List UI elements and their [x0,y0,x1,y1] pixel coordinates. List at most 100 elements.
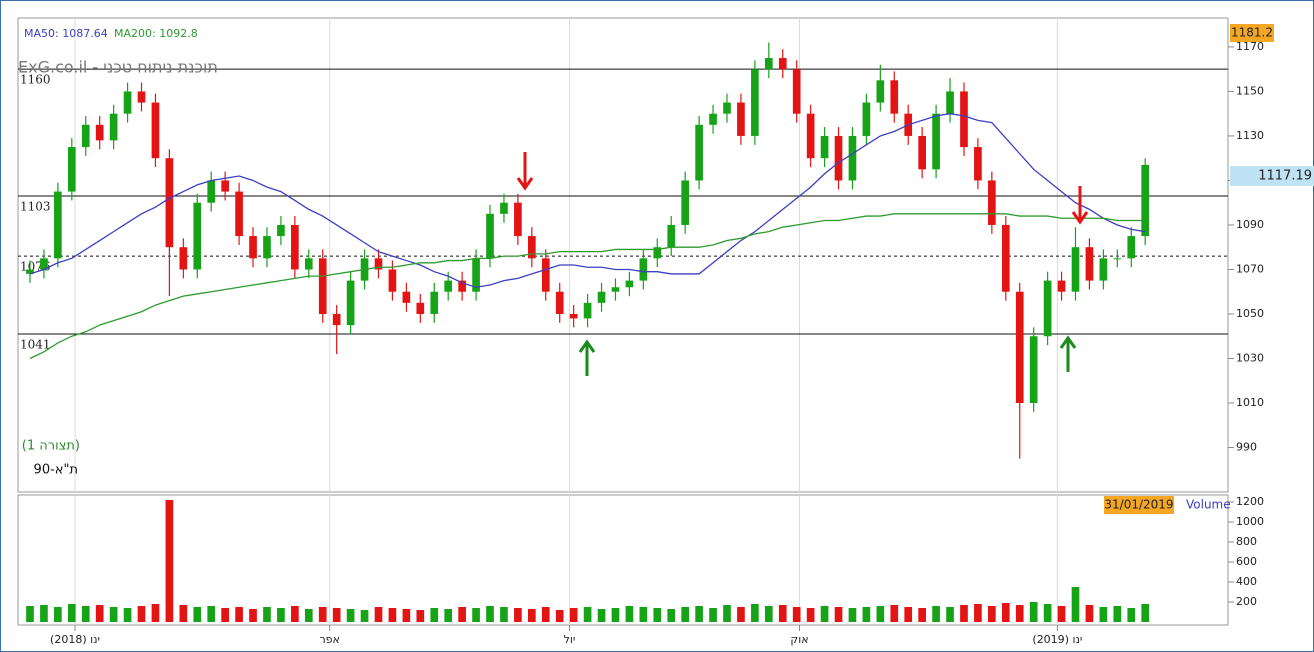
candle-body [778,58,787,70]
candle-body [179,247,188,270]
volume-bar [40,605,48,622]
volume-bar [416,610,425,622]
volume-bar [500,607,508,622]
volume-bar [486,606,494,622]
candle-body [597,291,606,303]
candle-body [1099,258,1108,281]
volume-bar [1043,604,1052,622]
candle-body [611,287,620,292]
volume-bar [54,607,62,622]
candle-body [792,69,801,114]
candle-body [806,113,815,159]
moving-average-line [29,113,1146,288]
x-tick-label: ינו (2019) [1032,633,1082,646]
volume-bar [974,604,982,622]
volume-bar [1141,604,1150,622]
volume-bar [862,607,871,622]
candle-body [81,124,90,148]
price-frame [17,17,1229,493]
volume-bar [1029,602,1038,622]
volume-bar [444,609,453,622]
volume-bar [653,608,662,622]
up-arrow [578,339,596,376]
volume-bar [304,609,313,622]
moving-average-line [29,213,1146,360]
volume-bar [876,606,885,622]
volume-bar [583,607,592,622]
candle-body [527,236,536,259]
candle-body [974,147,982,181]
y-tick-label: 1070 [1236,262,1264,275]
candle-body [332,313,341,326]
volume-bar [151,604,160,622]
candle-body [667,224,676,248]
level-label: 1160 [20,73,51,87]
volume-bar [1085,605,1094,622]
volume-bar [374,607,383,622]
candle-body [1127,236,1136,259]
candle-body [764,58,773,70]
volume-bar [388,608,397,622]
volume-bar [123,608,132,622]
volume-bar [109,607,118,622]
candle-body [583,302,592,319]
candle-body [165,158,174,248]
candle-body [458,280,466,292]
marks [26,42,1150,622]
volume-bar [430,608,439,622]
volume-bar [639,607,648,622]
candle-body [472,258,480,292]
candle-body [388,269,397,292]
candle-body [402,291,411,303]
y-tick-label: 600 [1236,555,1257,568]
watermark: תוכנת ניתוח טכני - ExG.co.il [18,58,218,77]
y-tick-label: 1130 [1236,129,1264,142]
volume-bar [95,605,104,622]
volume-bar [235,607,243,622]
volume-bar [555,610,564,622]
top-price-label: 1181.2 [1231,26,1273,40]
y-tick-label: 1170 [1236,40,1264,53]
volume-bar [960,605,968,622]
candle-body [123,91,132,114]
candle-body [193,202,202,270]
volume-bar [1071,587,1080,622]
candle-body [1071,247,1080,292]
volume-bar [514,608,522,622]
volume-bar [402,609,411,622]
volume-bar [611,608,620,622]
symbol-label: ת"א-90 [34,463,78,478]
y-tick-label: 990 [1236,440,1257,453]
volume-bar [932,606,940,622]
volume-bar [277,608,285,622]
y-tick-label: 1030 [1236,351,1264,364]
candle-body [221,180,229,192]
candle-body [109,113,118,141]
volume-bar [1127,608,1136,622]
last-price-box [1230,166,1314,186]
arrows [516,152,1089,376]
x-tick-label: אפר [319,633,339,646]
candle-body [249,236,257,259]
candle-body [26,269,34,274]
candle-body [67,147,76,192]
candle-body [514,202,522,237]
volume-bar [667,609,676,622]
volume-bar [360,610,369,622]
volume-bar [597,609,606,622]
candle-body [1141,164,1150,237]
volume-bar [918,608,926,622]
volume-bar [458,607,466,622]
x-tick-label: אוק [790,633,808,646]
candle-body [416,302,425,314]
volume-bar [1099,607,1108,622]
candle-body [960,91,968,148]
volume-bar [751,604,759,622]
volume-bar [792,607,801,622]
volume-bar [806,608,815,622]
volume-bar [179,605,188,622]
y-tick-label: 1000 [1236,515,1264,528]
y-tick-label: 1200 [1236,495,1264,508]
candle-body [95,124,104,141]
